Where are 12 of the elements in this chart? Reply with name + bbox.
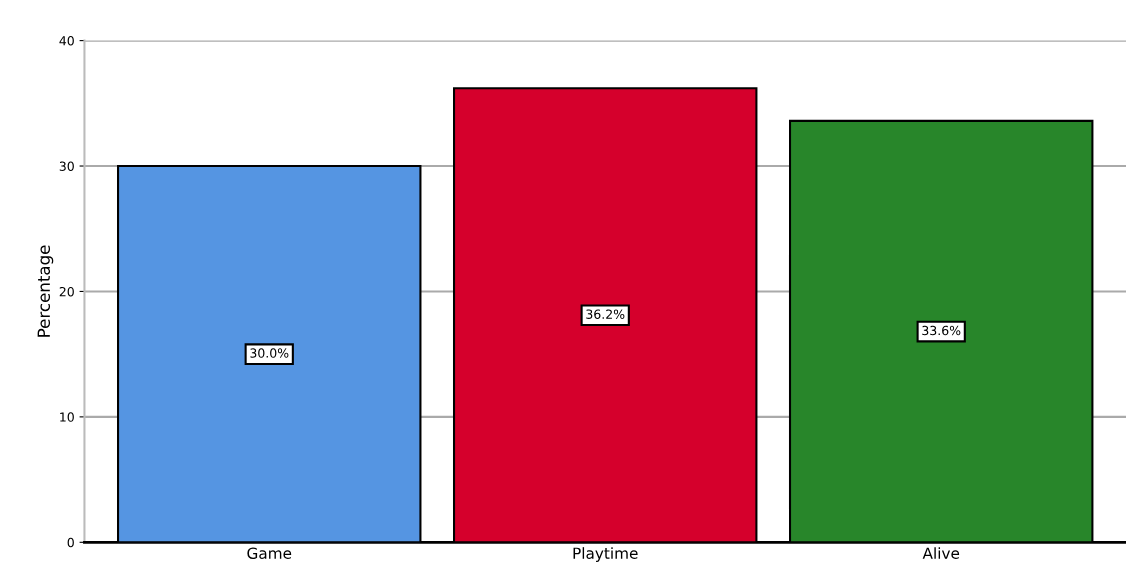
data-label: 33.6%: [922, 325, 961, 336]
x-tick-label: Game: [247, 547, 292, 559]
y-tick-label: 10: [60, 412, 74, 422]
y-tick-label: 0: [67, 537, 74, 548]
data-label: 30.0%: [250, 348, 289, 358]
y-axis-title: Percentage: [37, 245, 54, 337]
data-label: 36.2%: [586, 309, 625, 319]
y-tick-label: 40: [59, 36, 74, 46]
y-tick-label: 30: [59, 161, 74, 171]
x-tick-label: Playtime: [573, 547, 638, 562]
x-tick-label: Alive: [922, 547, 960, 559]
y-tick-label: 20: [59, 286, 74, 297]
